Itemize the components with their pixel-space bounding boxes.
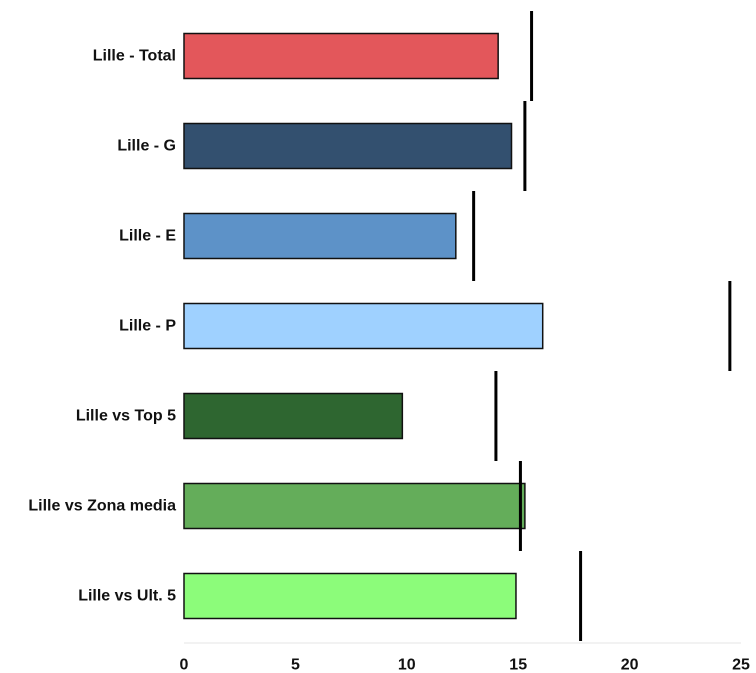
- category-label: Lille vs Ult. 5: [78, 588, 176, 605]
- x-axis: 0 5 10 15 20 25: [180, 642, 750, 673]
- bars: [183, 32, 544, 620]
- x-tick-label: 0: [180, 657, 189, 673]
- bar: [183, 122, 513, 170]
- bar: [183, 32, 499, 80]
- x-tick-label: 25: [732, 657, 750, 673]
- x-tick-label: 10: [398, 657, 416, 673]
- category-label: Lille - E: [119, 228, 176, 245]
- x-tick-label: 5: [291, 657, 300, 673]
- category-label: Lille - Total: [93, 48, 176, 65]
- x-tick-label: 15: [509, 657, 527, 673]
- category-label: Lille - P: [119, 318, 176, 335]
- bar: [183, 572, 517, 620]
- bar: [183, 212, 457, 260]
- bar: [183, 392, 404, 440]
- bar: [183, 482, 526, 530]
- x-tick-label: 20: [621, 657, 639, 673]
- category-label: Lille vs Zona media: [28, 498, 176, 515]
- category-label: Lille vs Top 5: [76, 408, 176, 425]
- category-label: Lille - G: [117, 138, 176, 155]
- category-labels: Lille - Total Lille - G Lille - E Lille - P…: [28, 48, 176, 605]
- reference-lines: [472, 11, 732, 641]
- bar: [183, 302, 544, 350]
